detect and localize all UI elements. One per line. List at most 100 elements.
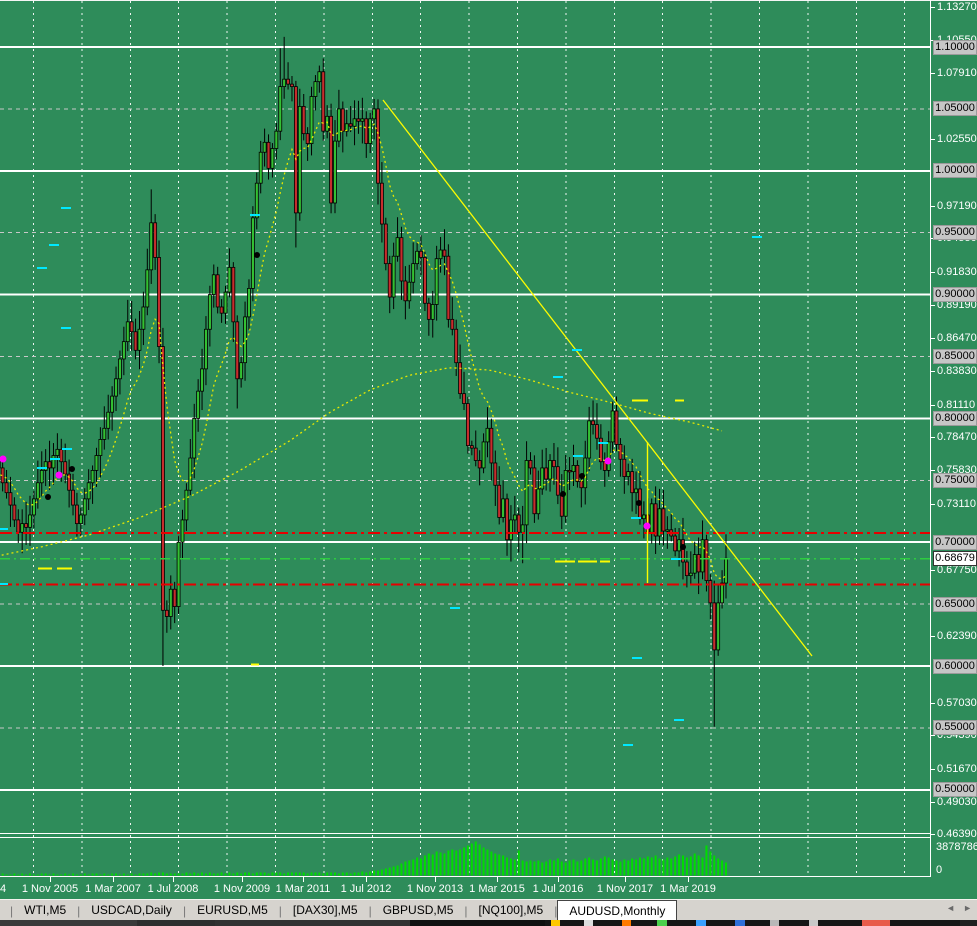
candle-body	[489, 427, 494, 464]
volume-bar	[713, 855, 716, 876]
chart-tab--nq100-m5[interactable]: [NQ100],M5	[478, 903, 544, 917]
volume-bar	[13, 873, 16, 876]
candle-body	[712, 602, 717, 651]
price-tick-mark	[931, 206, 935, 207]
candle-body	[509, 519, 513, 541]
volume-bar	[513, 859, 516, 876]
date-tick-mark	[688, 877, 689, 882]
candle-body	[153, 222, 158, 258]
volume-bar	[404, 861, 407, 876]
volume-bar	[185, 872, 188, 876]
price-tick-mark	[931, 437, 935, 438]
volume-bar	[631, 858, 634, 876]
volume-bar	[193, 872, 196, 876]
tab-scroll-right-icon[interactable]: ►	[963, 903, 972, 913]
volume-axis-zero-label: 0	[936, 864, 943, 876]
candle-body	[55, 448, 60, 456]
volume-bar	[310, 872, 313, 876]
volume-bar	[506, 857, 509, 876]
taskbar-icon[interactable]	[622, 920, 631, 926]
volume-bar	[459, 849, 462, 876]
volume-bar	[474, 841, 477, 876]
candle-body	[297, 106, 302, 214]
taskbar-icon[interactable]	[809, 920, 818, 926]
volume-bar	[189, 873, 192, 876]
volume-bar	[420, 858, 423, 876]
tab-scroll-left-icon[interactable]: ◄	[946, 903, 956, 913]
candle-body	[583, 457, 588, 489]
volume-bar	[232, 873, 235, 876]
candle-body	[98, 439, 103, 456]
candle-body	[235, 321, 240, 380]
level-price-box: 0.50000	[933, 782, 977, 797]
candle-body	[626, 471, 631, 477]
chart-tab-wti-m5[interactable]: WTI,M5	[24, 903, 67, 917]
chart-tab-audusd-monthly[interactable]: AUDUSD,Monthly	[557, 900, 678, 921]
slow-ma-line	[0, 367, 723, 557]
candle-body	[368, 118, 373, 144]
drawn-objects[interactable]	[0, 99, 931, 666]
windows-taskbar-sliver[interactable]	[0, 920, 977, 926]
candle-body	[137, 328, 142, 351]
candle-body	[688, 572, 693, 577]
candle-body	[411, 263, 416, 283]
tab-scroll-controls: ◄ ►	[946, 903, 972, 913]
volume-bar	[400, 863, 403, 876]
candle-body	[114, 378, 118, 397]
volume-bar	[236, 872, 239, 876]
volume-bar	[290, 872, 293, 876]
price-tick-label: 0.57030	[937, 697, 977, 709]
taskbar-icon[interactable]	[735, 920, 745, 926]
price-tick-label: 1.02550	[937, 133, 977, 145]
taskbar-icon[interactable]	[862, 920, 890, 926]
volume-bar	[91, 873, 94, 876]
candle-body	[426, 302, 431, 320]
volume-bar	[580, 860, 583, 876]
volume-bar	[52, 873, 55, 876]
price-tick-label: 0.73110	[937, 498, 976, 510]
tab-clipped-fragment[interactable]	[0, 900, 10, 921]
candle-body	[352, 118, 357, 127]
taskbar-icon[interactable]	[657, 920, 667, 926]
taskbar-icon[interactable]	[551, 920, 560, 926]
price-tick-label: 1.07910	[937, 67, 977, 79]
candle-body	[442, 249, 447, 257]
volume-bar	[416, 857, 419, 876]
volume-bar	[369, 871, 372, 876]
candle-body	[696, 554, 701, 573]
volume-bar	[201, 872, 204, 876]
chart-tab-gbpusd-m5[interactable]: GBPUSD,M5	[382, 903, 454, 917]
candle-body	[176, 541, 181, 607]
time-axis[interactable]: 4 1 Nov 2005 1 Mar 2007 1 Jul 2008 1 Nov 20…	[0, 877, 977, 899]
candle-body	[16, 519, 21, 533]
candle-body	[446, 255, 451, 320]
black-dot-mark	[69, 466, 75, 472]
level-price-box: 0.75000	[933, 473, 977, 488]
taskbar-icon[interactable]	[770, 920, 779, 926]
candle-body	[383, 223, 388, 265]
candle-body	[598, 437, 603, 463]
candle-body	[360, 118, 365, 122]
price-chart-plot[interactable]	[0, 0, 931, 877]
candle-body	[196, 390, 201, 419]
candle-body	[211, 274, 216, 295]
volume-bar	[197, 873, 200, 876]
price-axis[interactable]: 3878786 0 1.132701.105501.079101.025500.…	[931, 0, 977, 877]
taskbar-icon[interactable]	[696, 920, 706, 926]
price-tick-label: 0.51670	[937, 763, 977, 775]
volume-bar	[717, 858, 720, 876]
candle-body	[274, 130, 279, 149]
price-tick-mark	[931, 7, 935, 8]
candle-body	[71, 489, 75, 506]
volume-bar	[56, 874, 59, 876]
chart-tab-usdcad-daily[interactable]: USDCAD,Daily	[91, 903, 172, 917]
volume-bar	[181, 873, 184, 876]
candle-body	[106, 411, 111, 429]
candle-body	[278, 86, 283, 132]
candle-body	[415, 250, 420, 265]
volume-bar	[724, 862, 727, 876]
candle-body	[215, 274, 220, 308]
taskbar-icon[interactable]	[584, 920, 593, 926]
chart-tab-eurusd-m5[interactable]: EURUSD,M5	[197, 903, 268, 917]
chart-tab--dax30-m5[interactable]: [DAX30],M5	[292, 903, 358, 917]
